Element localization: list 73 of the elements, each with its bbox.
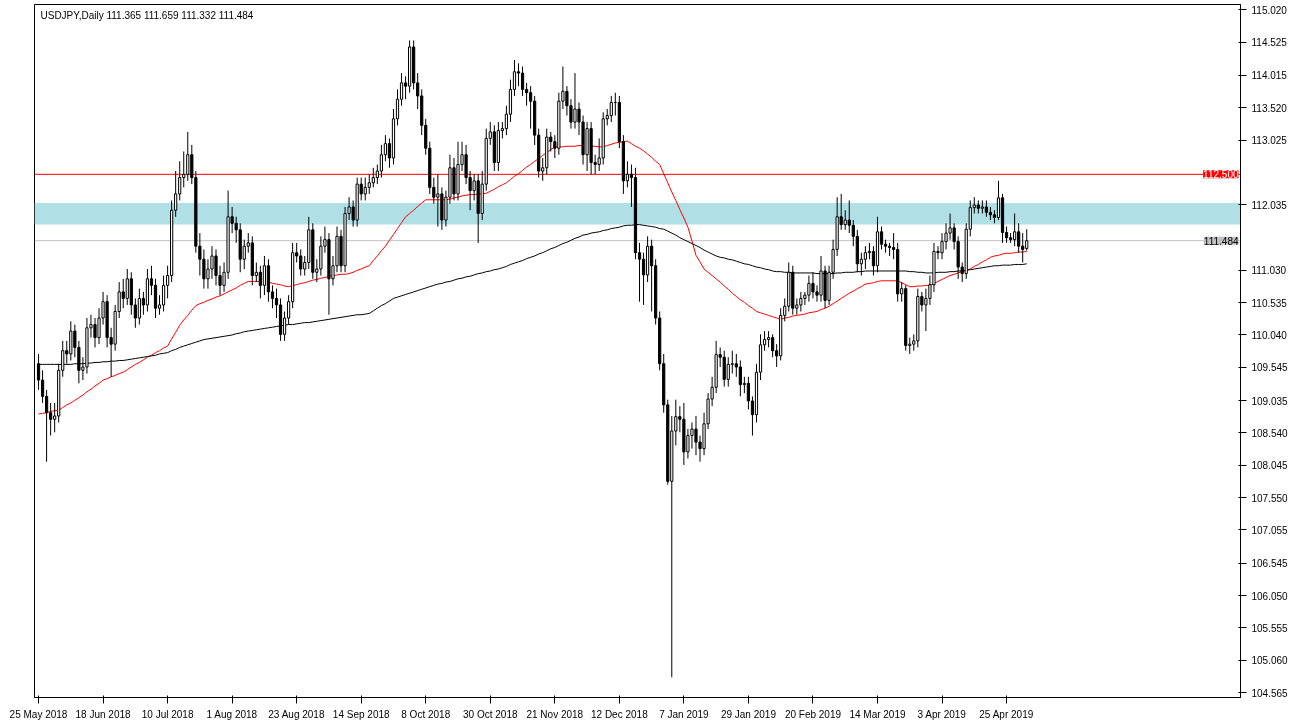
y-tick-label: 114.015 <box>1251 70 1288 82</box>
x-tick-label: 23 Aug 2018 <box>268 708 325 720</box>
candlestick <box>137 288 141 326</box>
candlestick <box>69 320 73 361</box>
y-tick-label: 108.540 <box>1251 427 1289 439</box>
y-tick-label: 115.020 <box>1251 4 1288 16</box>
x-tick-label: 10 Jul 2018 <box>141 708 194 720</box>
candlestick <box>1013 213 1017 247</box>
y-tick-label: 106.545 <box>1251 558 1289 570</box>
y-tick-label: 114.525 <box>1251 37 1288 49</box>
candlestick <box>520 66 525 97</box>
candlestick <box>153 278 158 319</box>
candlestick <box>843 209 847 231</box>
candlestick <box>516 62 521 87</box>
y-tick-label: 112.035 <box>1251 199 1288 211</box>
candlestick <box>363 177 367 201</box>
y-tick-label: 105.060 <box>1251 655 1289 667</box>
candlestick <box>262 255 267 296</box>
candlestick <box>1017 222 1021 254</box>
ref-line-label: 112.500 <box>1203 169 1239 181</box>
x-tick-label: 29 Jan 2019 <box>720 708 777 720</box>
candlestick <box>573 72 577 130</box>
y-tick-label: 105.555 <box>1251 622 1289 634</box>
candlestick <box>436 173 440 228</box>
candlestick <box>811 271 815 299</box>
x-tick-label: 3 Apr 2019 <box>917 708 967 720</box>
candlestick <box>771 333 775 358</box>
y-tick-label: 108.045 <box>1251 460 1289 472</box>
candlestick <box>807 275 811 303</box>
y-tick-label: 109.545 <box>1251 362 1289 374</box>
x-tick-label: 18 Jun 2018 <box>75 708 132 720</box>
y-tick-label: 113.520 <box>1251 102 1288 114</box>
text: USDJPY,Daily 111.365 111.659 111.332 111.484 <box>40 9 254 21</box>
candlestick <box>367 173 371 195</box>
candlestick <box>93 317 97 348</box>
y-tick-label: 107.055 <box>1251 524 1289 536</box>
y-tick-label: 107.550 <box>1251 492 1289 504</box>
candlestick <box>299 248 303 277</box>
x-tick-label: 7 Jan 2019 <box>659 708 710 720</box>
y-tick-label: 110.535 <box>1251 297 1288 309</box>
candlestick <box>161 275 166 312</box>
candlestick <box>186 131 190 182</box>
x-tick-label: 8 Oct 2018 <box>401 708 451 720</box>
x-tick-label: 1 Aug 2018 <box>206 708 258 720</box>
y-tick-label: 106.050 <box>1251 590 1289 602</box>
x-tick-label: 21 Nov 2018 <box>526 708 584 720</box>
x-tick-label: 14 Mar 2019 <box>849 708 906 720</box>
candlestick <box>1025 228 1029 252</box>
candlestick <box>609 95 613 123</box>
candlestick <box>1021 232 1025 263</box>
candlestick <box>726 356 730 388</box>
candlestick <box>258 265 262 299</box>
ref-line-label: 111.484 <box>1203 235 1239 247</box>
x-tick-label: 30 Oct 2018 <box>463 708 518 720</box>
y-tick-label: 111.030 <box>1251 265 1287 277</box>
candlestick <box>738 359 742 397</box>
candlestick <box>125 268 129 306</box>
x-tick-label: 25 May 2018 <box>9 708 68 720</box>
y-tick-label: 104.565 <box>1251 687 1289 699</box>
candlestick <box>371 167 375 188</box>
candlestick <box>722 350 726 388</box>
candlestick <box>379 144 383 179</box>
candlestick <box>121 278 125 309</box>
x-tick-label: 12 Dec 2018 <box>590 708 649 720</box>
candlestick <box>799 291 803 312</box>
candlestick <box>847 199 851 234</box>
y-tick-label: 109.035 <box>1251 395 1289 407</box>
candlestick <box>863 245 867 270</box>
x-tick-label: 25 Apr 2019 <box>979 708 1034 720</box>
x-tick-label: 14 Sep 2018 <box>332 708 391 720</box>
y-tick-label: 110.040 <box>1251 330 1288 341</box>
y-tick-label: 113.025 <box>1251 135 1288 147</box>
x-tick-label: 20 Feb 2019 <box>784 708 842 720</box>
